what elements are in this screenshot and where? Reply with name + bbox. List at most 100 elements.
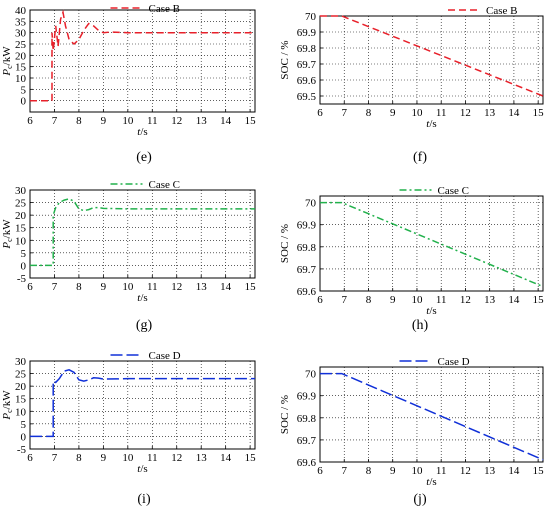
x-tick-label: 6 bbox=[317, 294, 323, 306]
x-tick-label: 11 bbox=[147, 281, 158, 293]
x-tick-label: 6 bbox=[317, 465, 323, 477]
y-tick-label: -5 bbox=[17, 444, 27, 456]
x-tick-label: 11 bbox=[436, 465, 447, 477]
plot-frame bbox=[29, 360, 256, 450]
x-tick-label: 9 bbox=[101, 281, 107, 293]
x-tick-label: 13 bbox=[196, 115, 208, 127]
y-tick-label: 25 bbox=[15, 198, 27, 210]
x-tick-label: 10 bbox=[411, 294, 423, 306]
series-line-i bbox=[30, 369, 255, 438]
y-tick-label: 0 bbox=[21, 96, 27, 108]
x-tick-label: 9 bbox=[390, 107, 396, 119]
x-tick-label: 8 bbox=[366, 107, 372, 119]
legend-label: Case B bbox=[486, 5, 517, 17]
x-tick-label: 6 bbox=[27, 452, 33, 464]
series-line-e bbox=[30, 9, 255, 102]
x-axis-label-unit: /s bbox=[429, 118, 436, 130]
x-tick-label: 13 bbox=[484, 294, 496, 306]
x-tick-label: 12 bbox=[171, 452, 182, 464]
x-tick-label: 7 bbox=[341, 294, 347, 306]
x-tick-label: 10 bbox=[411, 107, 423, 119]
y-tick-label: 20 bbox=[15, 50, 27, 62]
y-axis-label-var: P bbox=[1, 413, 13, 421]
x-tick-label: 13 bbox=[196, 452, 208, 464]
y-tick-label: 69.8 bbox=[297, 413, 317, 425]
legend-label: Case B bbox=[149, 3, 180, 15]
y-tick-label: 69.9 bbox=[297, 27, 317, 39]
y-axis-label-unit: /kW bbox=[1, 219, 13, 239]
chart-i: 6 7 8 9 10 11 12 13 14 15-5051015202530t/sPc/kWCa… bbox=[1, 350, 257, 475]
caption-f: (f) bbox=[413, 150, 427, 165]
y-tick-label: 10 bbox=[15, 235, 27, 247]
x-tick-label: 14 bbox=[220, 115, 232, 127]
plot-frame bbox=[29, 189, 256, 279]
x-tick-label: 12 bbox=[171, 281, 182, 293]
x-tick-label: 14 bbox=[508, 294, 520, 306]
y-tick-label: 69.7 bbox=[297, 435, 317, 447]
x-axis-label: t/s bbox=[137, 126, 147, 138]
y-tick-label: 15 bbox=[15, 394, 27, 406]
y-tick-label: 0 bbox=[21, 260, 27, 272]
y-tick-label: 10 bbox=[15, 406, 27, 418]
x-tick-label: 10 bbox=[122, 281, 134, 293]
x-axis-label: t/s bbox=[426, 305, 436, 317]
y-tick-label: 69.6 bbox=[297, 457, 317, 469]
caption-e: (e) bbox=[136, 150, 152, 165]
x-tick-label: 11 bbox=[147, 452, 158, 464]
y-tick-label: 69.8 bbox=[297, 43, 317, 55]
caption-g: (g) bbox=[135, 318, 153, 333]
legend-label: Case D bbox=[438, 356, 470, 368]
x-tick-label: 9 bbox=[101, 115, 107, 127]
y-axis-label-unit: /kW bbox=[1, 46, 13, 66]
x-axis-label-unit: /s bbox=[140, 126, 147, 138]
x-tick-label: 11 bbox=[436, 294, 447, 306]
x-tick-label: 15 bbox=[245, 115, 257, 127]
y-tick-label: 69.8 bbox=[297, 242, 317, 254]
x-tick-label: 15 bbox=[533, 465, 545, 477]
y-tick-label: 30 bbox=[15, 185, 27, 197]
plot-frame bbox=[29, 9, 256, 113]
series-line-f bbox=[320, 15, 544, 97]
x-axis-label: t/s bbox=[426, 476, 436, 488]
x-axis-label-var: t bbox=[137, 292, 141, 304]
x-tick-label: 12 bbox=[460, 294, 471, 306]
x-axis-label-unit: /s bbox=[140, 463, 147, 475]
y-tick-label: 30 bbox=[15, 356, 27, 368]
x-tick-label: 14 bbox=[508, 465, 520, 477]
y-tick-label: 20 bbox=[15, 381, 27, 393]
y-tick-label: 5 bbox=[21, 248, 27, 260]
x-tick-label: 12 bbox=[171, 115, 182, 127]
x-tick-label: 9 bbox=[101, 452, 107, 464]
x-tick-label: 8 bbox=[76, 452, 82, 464]
x-tick-label: 14 bbox=[220, 452, 232, 464]
chart-f: 6 7 8 9 10 11 12 13 14 15 69.5 69.6 69.7 69.8 69.9 70 t/… bbox=[279, 5, 544, 130]
x-tick-label: 8 bbox=[366, 294, 372, 306]
y-tick-label: 15 bbox=[15, 223, 27, 235]
x-tick-label: 10 bbox=[122, 115, 134, 127]
x-axis-label: t/s bbox=[137, 292, 147, 304]
x-axis-label-unit: /s bbox=[140, 292, 147, 304]
y-axis-label-sub: c bbox=[5, 65, 14, 69]
x-tick-label: 8 bbox=[76, 281, 82, 293]
x-tick-label: 15 bbox=[533, 294, 545, 306]
y-axis-label: SOC / % bbox=[279, 224, 291, 263]
x-tick-label: 7 bbox=[341, 107, 347, 119]
x-tick-label: 13 bbox=[484, 465, 496, 477]
x-tick-label: 10 bbox=[411, 465, 423, 477]
x-tick-label: 13 bbox=[196, 281, 208, 293]
x-tick-label: 10 bbox=[122, 452, 134, 464]
y-tick-label: 40 bbox=[15, 5, 27, 17]
chart-j: 6 7 8 9 10 11 12 13 14 15 69.6 69.7 69.8 69.9 70 t/s SOC… bbox=[279, 356, 545, 488]
x-tick-label: 7 bbox=[52, 452, 58, 464]
x-tick-label: 6 bbox=[317, 107, 323, 119]
y-tick-label: 30 bbox=[15, 28, 27, 40]
x-axis-label: t/s bbox=[426, 118, 436, 130]
y-tick-label: 69.6 bbox=[297, 286, 317, 298]
x-tick-label: 7 bbox=[341, 465, 347, 477]
x-tick-label: 12 bbox=[460, 465, 471, 477]
x-tick-label: 7 bbox=[52, 281, 58, 293]
x-axis-label: t/s bbox=[137, 463, 147, 475]
y-tick-label: 70 bbox=[305, 369, 317, 381]
x-tick-label: 15 bbox=[245, 452, 257, 464]
